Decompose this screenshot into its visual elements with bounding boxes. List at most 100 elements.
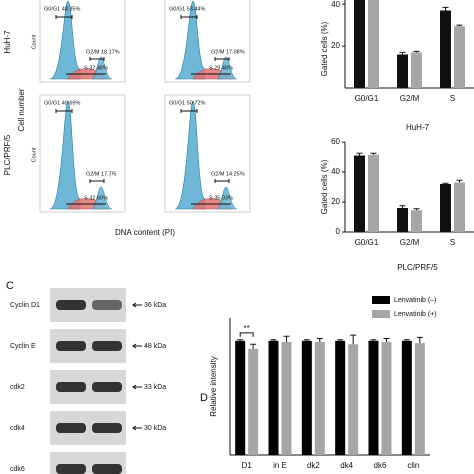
gate-bracket [180, 109, 198, 113]
gate-label: G0/G1 49.69% [44, 100, 80, 106]
error-bar [316, 338, 323, 342]
bar [268, 340, 279, 455]
gate-bracket [55, 109, 73, 113]
y-tick-label: 60 [331, 137, 340, 146]
bar [354, 155, 365, 232]
bar [235, 340, 246, 455]
protein-label: cdk6 [10, 466, 25, 473]
x-tick-label: dk2 [307, 461, 320, 470]
bar [301, 340, 312, 455]
y-tick-label: 20 [331, 197, 340, 206]
band [92, 300, 122, 310]
x-tick-label: in E [273, 461, 287, 470]
band [56, 341, 86, 351]
y-tick-label: 20 [331, 41, 340, 50]
y-tick-label: 40 [331, 167, 340, 176]
g0g1-peak [49, 0, 81, 80]
x-tick-label: dk6 [374, 461, 387, 470]
error-bar [442, 6, 449, 11]
row-label: PLC/PRF/5 [3, 134, 12, 175]
band [92, 423, 122, 433]
bar [335, 340, 346, 455]
annotation: ** [244, 324, 250, 333]
panel-label: C [6, 280, 14, 292]
gate-label: S 29.48% [209, 65, 233, 71]
panel-label: D [200, 392, 208, 404]
gate-label: G2/M 14.25% [211, 171, 245, 177]
bar [281, 341, 292, 455]
chart-title: HuH-7 [406, 123, 430, 132]
error-bar [416, 336, 423, 344]
bar [454, 26, 465, 88]
arrow [132, 384, 142, 390]
gate-label: G2/M 17.08% [211, 49, 245, 55]
g0g1-peak [174, 0, 206, 80]
bar [440, 10, 451, 89]
significance-bracket [239, 332, 254, 337]
x-tick-label: G2/M [400, 94, 420, 103]
x-tick-label: dk4 [340, 461, 353, 470]
legend-label: Lenvatinib (+) [394, 311, 437, 318]
g0g1-peak [49, 100, 81, 210]
gate-label: S 37.48% [84, 65, 108, 71]
bar [411, 210, 422, 232]
count-label: Count [31, 34, 37, 49]
band [92, 382, 122, 392]
error-bar [442, 182, 449, 184]
bar [397, 54, 408, 88]
protein-label: Cyclin D1 [10, 302, 40, 309]
error-bar [303, 339, 310, 341]
bar [381, 341, 392, 455]
gate-bracket [214, 57, 230, 61]
legend-label: Lenvatinib (–) [394, 297, 436, 304]
protein-label: cdk2 [10, 384, 25, 391]
blot-panels: Cyclin D1 36 kDa Cyclin E 48 kDa cdk2 33 kDa c… [10, 288, 166, 474]
x-tick-label: G0/G1 [355, 94, 379, 103]
gate-label: G2/M 17.7/5 [86, 171, 116, 177]
arrow [132, 425, 142, 431]
size-label: 30 kDa [144, 425, 166, 432]
error-bar [350, 334, 357, 345]
gate-bracket [89, 57, 105, 61]
bar [440, 184, 451, 232]
bar [248, 348, 259, 455]
error-bar [399, 51, 406, 55]
y-axis-label: Relative intensity [209, 356, 218, 416]
bar [368, 154, 379, 232]
row-label: HuH-7 [3, 30, 12, 54]
y-axis-label: Gated cells (%) [320, 21, 329, 76]
band [56, 382, 86, 392]
legend-swatch [372, 296, 390, 304]
gate-bracket [214, 179, 230, 183]
gate-label: G2/M 18.17% [86, 49, 120, 55]
bar [414, 343, 425, 455]
bar [354, 0, 365, 88]
arrow [132, 302, 142, 308]
y-axis-label: Gated cells (%) [320, 159, 329, 214]
x-tick-label: G0/G1 [355, 238, 379, 247]
gate-bracket [89, 179, 105, 183]
histogram-frame [164, 94, 251, 213]
protein-label: Cyclin E [10, 343, 36, 350]
histogram-frame [39, 0, 126, 83]
arrow [132, 343, 142, 349]
band [92, 464, 122, 474]
x-axis-label: PLC/PRF/5 [397, 263, 438, 272]
band [56, 300, 86, 310]
bar [454, 182, 465, 232]
bar [314, 341, 325, 455]
error-bar [456, 24, 463, 27]
error-bar [250, 343, 257, 349]
bar [368, 0, 379, 89]
error-bar [403, 339, 410, 341]
error-bar [383, 338, 390, 342]
band [56, 423, 86, 433]
bar [368, 340, 379, 455]
error-bar [283, 335, 290, 342]
error-bar [399, 205, 406, 208]
legend-swatch [372, 310, 390, 318]
bar [401, 340, 412, 455]
x-axis-label: DNA content (PI) [115, 228, 175, 237]
size-label: 33 kDa [144, 384, 166, 391]
